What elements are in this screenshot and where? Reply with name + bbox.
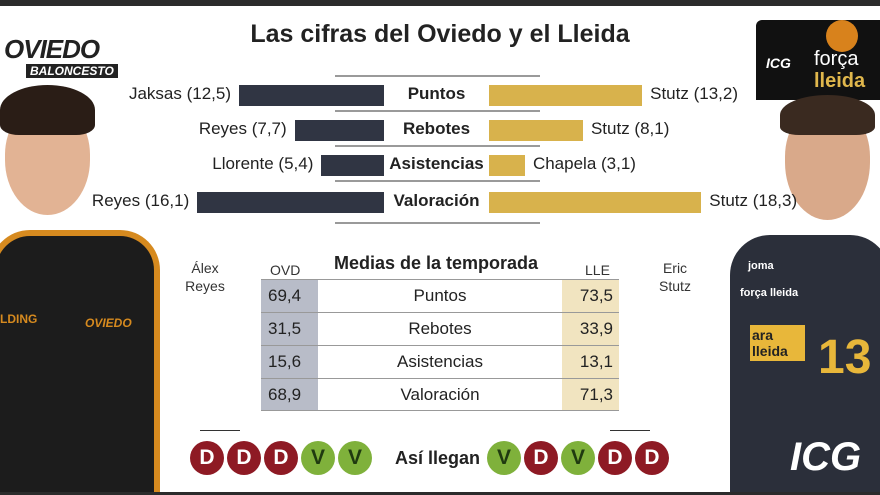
category-label: Valoración (393, 191, 480, 210)
win-badge: V (487, 441, 521, 475)
col-header-lle: LLE (585, 262, 610, 278)
value-ovd: 68,9 (261, 379, 318, 410)
category-label: Rebotes (402, 119, 471, 138)
bar-lleida (489, 155, 525, 176)
separator-line (335, 145, 540, 147)
bar-oviedo (321, 155, 384, 176)
bar-label-oviedo: Llorente (5,4) (212, 154, 314, 173)
stat-name: Valoración (400, 385, 480, 404)
bar-label-lleida: Stutz (13,2) (650, 84, 738, 103)
chart-title: Las cifras del Oviedo y el Lleida (250, 20, 630, 48)
bar-lleida (489, 192, 702, 213)
table-row: 31,5 Rebotes 33,9 (261, 312, 619, 345)
jersey-ara: ara lleida (750, 325, 805, 361)
jersey-sponsor: força lleida (740, 287, 799, 299)
player-name-right: Eric Stutz (659, 260, 691, 294)
player-name-left: Álex Reyes (185, 260, 225, 294)
bar-label-lleida: Chapela (3,1) (532, 154, 636, 173)
col-header-ovd: OVD (270, 262, 301, 278)
loss-badge: D (598, 441, 632, 475)
jersey-number: 13 (818, 331, 872, 384)
jersey-brand: joma (748, 260, 774, 272)
bar-label-lleida: Stutz (18,3) (709, 191, 798, 210)
jersey-team: OVIEDO (85, 316, 132, 330)
category-label: Asistencias (389, 154, 484, 173)
stat-name: Asistencias (397, 352, 483, 371)
player-photo-right: joma força lleida ara lleida 13 ICG (690, 95, 880, 495)
jersey-brand: LDING (0, 312, 38, 326)
bar-label-lleida: Stutz (8,1) (590, 119, 670, 138)
value-lle: 13,1 (562, 346, 619, 378)
win-badge: V (561, 441, 595, 475)
jersey-bottom: ICG (790, 435, 862, 479)
bar-label-oviedo: Reyes (16,1) (91, 191, 190, 210)
stat-name: Puntos (413, 286, 467, 305)
lleida-logo: ICG força lleida (756, 20, 880, 100)
value-ovd: 69,4 (261, 280, 318, 312)
arrow-right-icon (200, 430, 240, 431)
separator-line (335, 222, 540, 224)
value-lle: 33,9 (562, 313, 619, 345)
loss-badge: D (227, 441, 261, 475)
oviedo-logo: OVIEDO BALONCESTO (0, 34, 135, 84)
bar-lleida (489, 120, 583, 141)
bar-oviedo (294, 120, 384, 141)
player-photo-left: LDING OVIEDO (0, 80, 190, 495)
win-badge: V (301, 441, 335, 475)
bar-label-oviedo: Reyes (7,7) (198, 119, 287, 138)
bar-oviedo (239, 85, 384, 106)
loss-badge: D (524, 441, 558, 475)
bar-label-oviedo: Jaksas (12,5) (128, 84, 231, 103)
separator-line (335, 75, 540, 77)
season-averages-table: 69,4 Puntos 73,5 31,5 Rebotes 33,9 15,6 Asisten… (261, 279, 619, 411)
table-title: Medias de la temporada (333, 253, 539, 273)
value-lle: 71,3 (562, 379, 619, 410)
bar-lleida (489, 85, 643, 106)
table-row: 15,6 Asistencias 13,1 (261, 345, 619, 378)
arrow-left-icon (610, 430, 650, 431)
category-label: Puntos (407, 84, 466, 103)
value-ovd: 15,6 (261, 346, 318, 378)
separator-line (335, 110, 540, 112)
basketball-icon (826, 20, 858, 52)
loss-badge: D (635, 441, 669, 475)
stat-name: Rebotes (408, 319, 472, 338)
table-row: 69,4 Puntos 73,5 (261, 279, 619, 312)
loss-badge: D (264, 441, 298, 475)
form-label: Así llegan (395, 448, 481, 468)
top-rule (0, 0, 880, 6)
loss-badge: D (190, 441, 224, 475)
separator-line (335, 180, 540, 182)
value-lle: 73,5 (562, 280, 619, 312)
value-ovd: 31,5 (261, 313, 318, 345)
win-badge: V (338, 441, 372, 475)
bar-oviedo (197, 192, 384, 213)
bottom-rule (0, 492, 880, 495)
table-row: 68,9 Valoración 71,3 (261, 378, 619, 411)
